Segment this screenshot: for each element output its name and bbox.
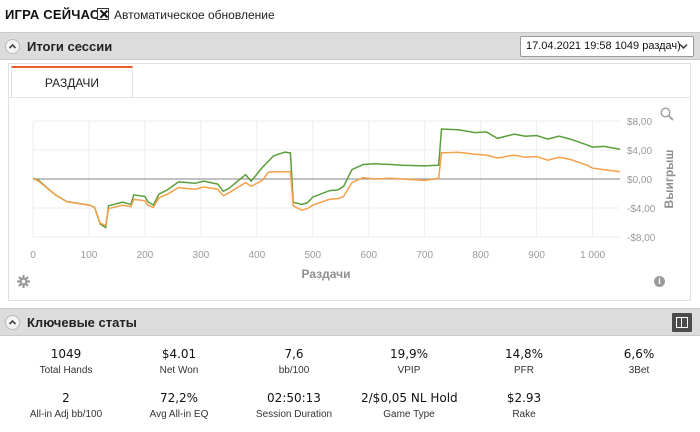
tab-hands-label: РАЗДАЧИ (44, 76, 100, 90)
chevron-up-icon (8, 319, 17, 325)
stat-label: Session Duration (255, 409, 333, 420)
stat-rake: $2.93 Rake (469, 391, 579, 420)
winnings-chart: 0 100 200 300 400 500 600 700 800 900 1 000 $8,00 $4… (30, 117, 676, 281)
auto-update-checkbox[interactable] (97, 8, 109, 20)
stat-value: 02:50:13 (267, 391, 321, 405)
y-tick-label: $8,00 (627, 117, 652, 128)
x-tick-label: 800 (472, 250, 489, 261)
collapse-stats-button[interactable] (5, 315, 20, 330)
x-tick-label: 100 (81, 250, 98, 261)
stat-game-type: 2/$0,05 NL Hold Game Type (354, 391, 464, 420)
top-bar: ИГРА СЕЙЧАС Автоматическое обновление (0, 0, 700, 30)
x-tick-label: 1 000 (580, 250, 605, 261)
y-tick-label: -$4,00 (627, 204, 656, 215)
stat-value: 1049 (50, 347, 82, 361)
y-tick-label: -$8,00 (627, 233, 656, 244)
stat-label: Rake (512, 409, 536, 420)
x-tick-label: 500 (304, 250, 321, 261)
tab-hands[interactable]: РАЗДАЧИ (11, 66, 133, 98)
stat-bb-100: 7,6 bb/100 (239, 347, 349, 376)
session-select-value: 17.04.2021 19:58 1049 раздач) (526, 40, 681, 52)
auto-update-label[interactable]: Автоматическое обновление (114, 8, 275, 22)
stat-value: 72,2% (159, 391, 199, 405)
stat-label: All-in Adj bb/100 (29, 409, 103, 420)
series-line-2 (32, 151, 621, 227)
session-results-title: Итоги сессии (27, 39, 113, 54)
stat-value: 19,9% (389, 347, 429, 361)
stat-label: Total Hands (39, 365, 93, 376)
x-tick-label: 300 (193, 250, 210, 261)
chevron-down-icon (679, 44, 688, 49)
stat-value: $4.01 (161, 347, 197, 361)
stat-allin-adj: 2 All-in Adj bb/100 (11, 391, 121, 420)
y-tick-label: $4,00 (627, 146, 652, 157)
stat-value: 14,8% (504, 347, 544, 361)
y-tick-label: $0,00 (627, 175, 652, 186)
x-tick-label: 0 (30, 250, 36, 261)
stat-value: $2.93 (506, 391, 542, 405)
stat-label: VPIP (397, 365, 421, 376)
gear-icon[interactable] (17, 275, 30, 288)
stat-vpip: 19,9% VPIP (354, 347, 464, 376)
x-axis-title: Раздачи (302, 267, 351, 281)
chart-panel: РАЗДАЧИ (8, 63, 691, 301)
stat-avg-allin-eq: 72,2% Avg All-in EQ (124, 391, 234, 420)
app-title: ИГРА СЕЙЧАС (5, 7, 100, 22)
stat-label: PFR (514, 365, 534, 376)
session-select[interactable]: 17.04.2021 19:58 1049 раздач) (520, 36, 694, 57)
stat-value: 2/$0,05 NL Hold (361, 391, 457, 405)
key-stats-header: Ключевые статы (0, 308, 700, 336)
stat-label: Game Type (383, 409, 435, 420)
y-axis-title: Выигрыш (662, 150, 676, 209)
session-results-header: Итоги сессии 17.04.2021 19:58 1049 разда… (0, 32, 700, 60)
stat-label: Net Won (159, 365, 199, 376)
key-stats-grid: 1049 Total Hands $4.01 Net Won 7,6 bb/10… (0, 337, 700, 432)
stat-value: 7,6 (284, 347, 304, 361)
stat-session-duration: 02:50:13 Session Duration (239, 391, 349, 420)
x-tick-label: 200 (137, 250, 154, 261)
key-stats-title: Ключевые статы (27, 315, 137, 330)
magnifier-icon[interactable] (660, 107, 674, 121)
x-tick-label: 400 (248, 250, 265, 261)
stat-net-won: $4.01 Net Won (124, 347, 234, 376)
chevron-up-icon (8, 43, 17, 49)
x-tick-label: 700 (416, 250, 433, 261)
stat-label: Avg All-in EQ (149, 409, 209, 420)
collapse-session-button[interactable] (5, 39, 20, 54)
stat-label: 3Bet (628, 365, 650, 376)
stat-3bet: 6,6% 3Bet (584, 347, 694, 376)
layout-split-icon[interactable] (672, 313, 692, 332)
stat-pfr: 14,8% PFR (469, 347, 579, 376)
tab-divider (9, 97, 690, 98)
x-tick-label: 600 (360, 250, 377, 261)
stat-value: 2 (62, 391, 70, 405)
info-icon[interactable]: i (654, 276, 665, 287)
stat-total-hands: 1049 Total Hands (11, 347, 121, 376)
series-line-1 (32, 128, 621, 229)
stat-label: bb/100 (278, 365, 310, 376)
x-tick-label: 900 (528, 250, 545, 261)
stat-value: 6,6% (623, 347, 655, 361)
